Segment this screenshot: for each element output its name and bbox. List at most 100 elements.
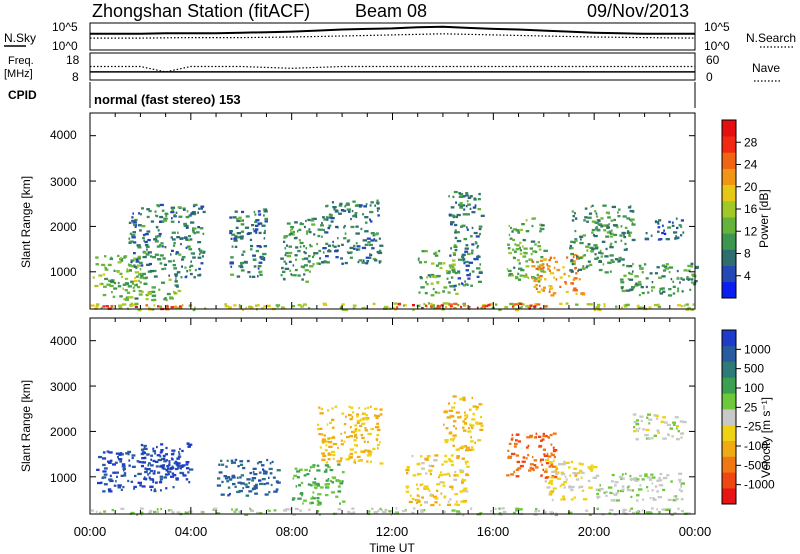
power-cell [364,243,369,246]
power-cell [460,225,464,228]
velocity-cell [580,476,583,479]
power-cell [157,229,160,232]
power-cell [466,274,471,277]
velocity-cell [103,467,108,470]
power-cell [202,210,206,214]
power-cell [598,251,602,254]
power-cell [134,305,138,308]
velocity-cell [635,438,639,441]
power-cell [535,283,538,287]
power-cell [507,247,511,250]
power-cell [641,306,646,309]
velocity-cell [273,509,277,512]
velocity-cell [624,472,627,475]
velocity-cell [510,438,514,441]
power-cell [233,237,238,240]
power-cell [616,226,619,229]
power-cell [95,256,99,259]
power-cell [158,244,162,247]
power-cell [622,263,625,267]
velocity-cell [98,455,103,459]
velocity-cell [525,457,528,460]
velocity-cell [213,507,218,510]
power-cell [236,236,241,239]
power-cell [603,224,607,227]
power-cell [685,303,689,306]
velocity-cell [130,511,135,515]
power-cell [292,264,295,267]
power-cell [625,303,630,306]
power-cell [540,267,544,270]
power-cell [174,305,177,308]
velocity-cell [236,476,239,479]
velocity-cell [443,423,445,426]
power-cell [301,278,304,281]
velocity-cell [553,449,558,452]
power-cell [341,308,345,311]
power-cell [253,265,257,268]
velocity-cell [152,472,156,475]
power-cell [458,271,461,274]
power-cell [537,245,541,248]
velocity-cell [306,473,310,476]
power-cell [254,220,258,223]
velocity-cell [384,508,388,512]
velocity-cell [356,436,358,439]
power-cell [364,216,369,219]
velocity-cell [248,481,251,485]
power-cell [524,252,528,255]
power-cell [232,216,237,219]
velocity-cell [462,396,466,399]
power-cell [361,261,365,264]
power-cell [130,280,134,283]
velocity-cell [374,407,378,411]
power-blob-2 [395,302,548,310]
power-cell [188,248,193,251]
power-cell [625,289,631,292]
power-cell [536,303,541,306]
velocity-cell [133,485,137,489]
velocity-cell [436,483,441,486]
velocity-cell [268,467,273,471]
velocity-cell [96,468,100,471]
velocity-cell [455,427,458,430]
velocity-cell [127,453,130,456]
power-cell [537,290,541,294]
power-cell [171,238,176,241]
velocity-cell [354,433,358,436]
power-cell [318,262,321,265]
power-cell [451,265,455,268]
power-cell [159,262,163,265]
velocity-cell [550,461,554,464]
power-cell [240,219,243,222]
power-cell [539,259,544,262]
power-cell [190,212,193,215]
velocity-cell [621,485,625,488]
power-cell [156,245,161,248]
velocity-cell [574,474,577,477]
velocity-cell [363,412,366,415]
power-cell [544,305,548,308]
power-cell [352,304,357,307]
power-cell [151,290,156,293]
power-cell [138,261,143,264]
power-cell [448,281,451,284]
power-cell [453,253,456,256]
velocity-cell [615,492,619,495]
velocity-cell [670,480,673,483]
power-cell [591,220,596,223]
velocity-cell [442,473,448,476]
power-cell [626,217,631,220]
power-cell [667,294,673,297]
power-cell [181,304,184,307]
power-cell [629,278,634,281]
velocity-cell [248,490,253,493]
power-cell [330,220,334,223]
power-cell [537,276,541,279]
power-cell [459,201,463,205]
velocity-cell [369,405,372,408]
power-cell [144,243,149,247]
velocity-cell [212,508,215,511]
power-cell [427,302,430,305]
power-cell [575,292,578,295]
